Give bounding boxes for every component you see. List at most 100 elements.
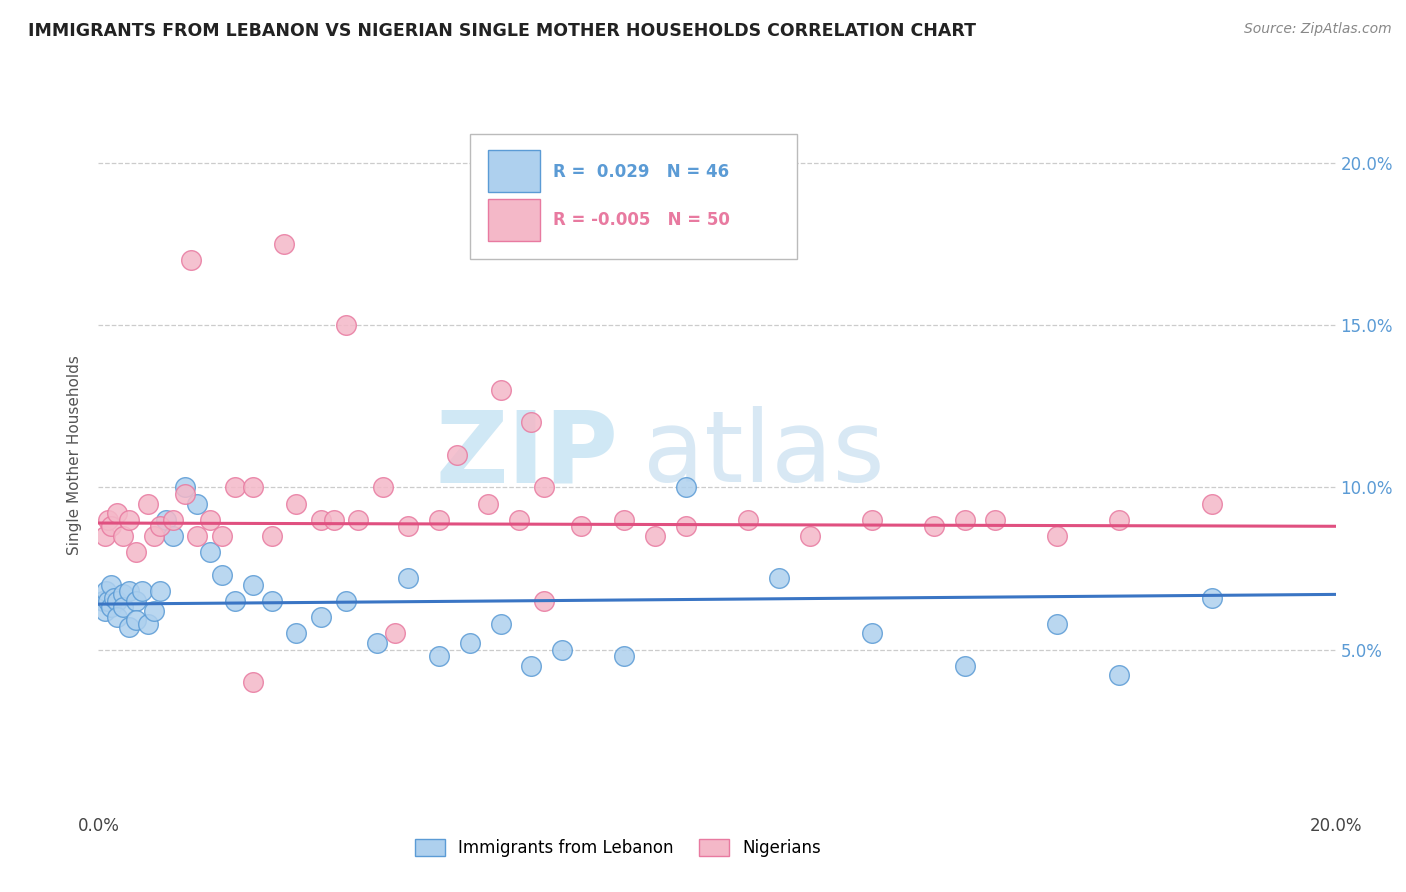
Point xyxy=(613,648,636,663)
Point xyxy=(131,584,153,599)
Point xyxy=(860,626,883,640)
Point xyxy=(118,620,141,634)
Point xyxy=(384,626,406,640)
Point xyxy=(186,497,208,511)
Point xyxy=(105,594,128,608)
Point xyxy=(224,594,246,608)
Point xyxy=(112,587,135,601)
Point xyxy=(155,513,177,527)
Point xyxy=(309,610,332,624)
Point xyxy=(186,529,208,543)
Point xyxy=(489,616,512,631)
Point xyxy=(737,513,759,527)
Point xyxy=(100,600,122,615)
Point xyxy=(551,642,574,657)
Point xyxy=(799,529,821,543)
Point xyxy=(143,529,166,543)
Point xyxy=(347,513,370,527)
Point xyxy=(1201,497,1223,511)
FancyBboxPatch shape xyxy=(488,199,540,241)
Point xyxy=(1046,529,1069,543)
Point xyxy=(211,529,233,543)
Point xyxy=(446,448,468,462)
Text: IMMIGRANTS FROM LEBANON VS NIGERIAN SINGLE MOTHER HOUSEHOLDS CORRELATION CHART: IMMIGRANTS FROM LEBANON VS NIGERIAN SING… xyxy=(28,22,976,40)
Point xyxy=(860,513,883,527)
Point xyxy=(285,497,308,511)
Point xyxy=(105,506,128,520)
Point xyxy=(211,568,233,582)
Point xyxy=(458,636,481,650)
Point xyxy=(489,383,512,397)
Point xyxy=(675,480,697,494)
Point xyxy=(922,519,945,533)
Point xyxy=(396,571,419,585)
Point xyxy=(93,594,115,608)
Point xyxy=(371,480,394,494)
Point xyxy=(309,513,332,527)
Point xyxy=(118,584,141,599)
Point xyxy=(162,529,184,543)
Point xyxy=(100,519,122,533)
Point xyxy=(1108,668,1130,682)
Point xyxy=(136,497,159,511)
Point xyxy=(224,480,246,494)
Point xyxy=(477,497,499,511)
Point xyxy=(162,513,184,527)
Point xyxy=(984,513,1007,527)
Point xyxy=(124,545,146,559)
FancyBboxPatch shape xyxy=(488,150,540,193)
Point xyxy=(149,584,172,599)
Point xyxy=(124,594,146,608)
Point xyxy=(93,604,115,618)
Point xyxy=(105,610,128,624)
Point xyxy=(768,571,790,585)
Point xyxy=(242,577,264,591)
Point xyxy=(335,318,357,333)
Point xyxy=(427,648,450,663)
Point xyxy=(97,513,120,527)
Point xyxy=(94,584,117,599)
Point xyxy=(1201,591,1223,605)
Point xyxy=(366,636,388,650)
Point xyxy=(273,237,295,252)
Point xyxy=(1046,616,1069,631)
Point xyxy=(396,519,419,533)
Point xyxy=(427,513,450,527)
Point xyxy=(136,616,159,631)
Point xyxy=(124,613,146,627)
Point xyxy=(198,545,221,559)
Point xyxy=(100,577,122,591)
Point xyxy=(322,513,344,527)
Point xyxy=(93,529,115,543)
Point xyxy=(174,480,197,494)
Point xyxy=(112,600,135,615)
FancyBboxPatch shape xyxy=(470,134,797,259)
Point xyxy=(569,519,592,533)
Point xyxy=(285,626,308,640)
Point xyxy=(118,513,141,527)
Point xyxy=(97,594,120,608)
Point xyxy=(149,519,172,533)
Text: ZIP: ZIP xyxy=(436,407,619,503)
Point xyxy=(613,513,636,527)
Text: R = -0.005   N = 50: R = -0.005 N = 50 xyxy=(553,211,730,229)
Point xyxy=(520,416,543,430)
Point xyxy=(533,480,555,494)
Point xyxy=(198,513,221,527)
Point xyxy=(644,529,666,543)
Point xyxy=(675,519,697,533)
Point xyxy=(112,529,135,543)
Point xyxy=(242,675,264,690)
Text: atlas: atlas xyxy=(643,407,884,503)
Point xyxy=(260,594,283,608)
Point xyxy=(533,594,555,608)
Text: Source: ZipAtlas.com: Source: ZipAtlas.com xyxy=(1244,22,1392,37)
Point xyxy=(174,487,197,501)
Text: R =  0.029   N = 46: R = 0.029 N = 46 xyxy=(553,162,728,180)
Point xyxy=(180,253,202,268)
Y-axis label: Single Mother Households: Single Mother Households xyxy=(67,355,83,555)
Point xyxy=(520,658,543,673)
Point xyxy=(103,591,125,605)
Point xyxy=(508,513,530,527)
Point xyxy=(1108,513,1130,527)
